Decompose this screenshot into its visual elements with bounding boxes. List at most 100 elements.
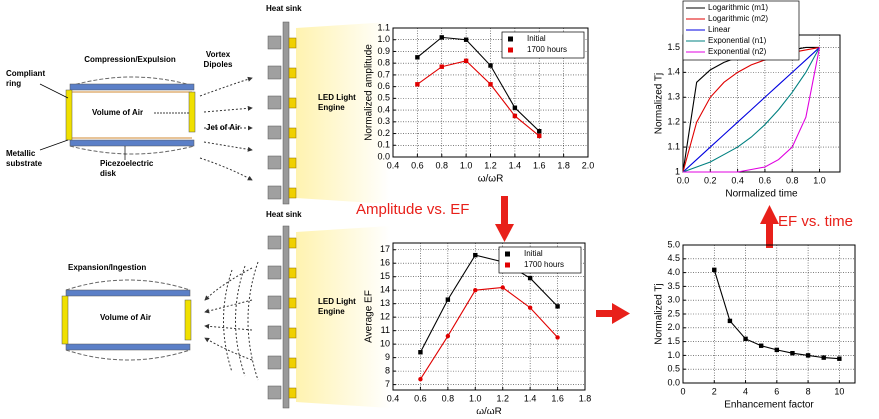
x-tick-label: 0.8 — [435, 160, 448, 170]
diagram-label: Compression/Expulsion — [84, 55, 176, 64]
y-axis-label: Normalized Tj — [654, 283, 665, 345]
diagram-label: Vortex — [206, 50, 231, 59]
legend-label: Initial — [524, 249, 543, 258]
y-tick-label: 0.2 — [377, 128, 390, 138]
legend-label: Logarithmic (m1) — [708, 3, 768, 12]
point — [473, 252, 478, 258]
diagram-label: disk — [100, 169, 117, 178]
diagram-label: Dipoles — [204, 60, 233, 69]
y-tick-label: 1.0 — [667, 350, 680, 360]
y-tick-label: 0.0 — [667, 377, 680, 387]
y-tick-label: 11 — [381, 325, 390, 335]
point — [445, 333, 451, 339]
x-tick-label: 0.4 — [387, 160, 400, 170]
x-tick-label: 1.6 — [551, 393, 564, 403]
x-tick-label: 10 — [834, 386, 844, 396]
diagram-label: Volume of Air — [100, 313, 151, 322]
diagram-label: Volume of Air — [92, 108, 143, 117]
legend-label: 1700 hours — [524, 260, 564, 269]
point — [774, 347, 780, 353]
annotation: EF vs. time — [778, 213, 853, 230]
point — [712, 267, 717, 273]
x-tick-label: 0.6 — [759, 175, 772, 185]
series-line — [683, 47, 821, 173]
y-tick-label: 12 — [380, 312, 390, 322]
y-tick-label: 0.5 — [377, 93, 390, 103]
point — [758, 343, 764, 348]
diagram-label: Metallic — [6, 149, 36, 158]
point — [805, 353, 811, 358]
point — [727, 318, 733, 324]
diagram-label: ring — [6, 79, 21, 88]
y-tick-label: 1.5 — [667, 336, 680, 346]
x-tick-label: 1.0 — [460, 160, 473, 170]
x-tick-label: 1.0 — [469, 393, 482, 403]
y-tick-label: 16 — [380, 258, 390, 268]
point — [463, 37, 469, 42]
x-tick-label: 1.8 — [557, 160, 570, 170]
series-line — [419, 254, 558, 353]
y-tick-label: 0.9 — [377, 46, 390, 56]
y-tick-label: 1.0 — [377, 34, 390, 44]
y-tick-label: 3.5 — [667, 281, 680, 291]
point — [821, 355, 826, 360]
diagram-label: Engine — [318, 103, 345, 112]
y-tick-label: 4.0 — [667, 267, 680, 277]
device-bottom — [61, 261, 259, 381]
y-tick-label: 14 — [380, 285, 390, 295]
y-tick-label: 2.5 — [667, 308, 680, 318]
point — [415, 82, 420, 87]
y-tick-label: 1.5 — [667, 42, 680, 52]
y-tick-label: 0.6 — [377, 81, 390, 91]
x-tick-label: 0.4 — [387, 393, 400, 403]
x-tick-label: 1.6 — [533, 160, 546, 170]
series-line — [419, 286, 558, 380]
y-tick-label: 1.4 — [667, 67, 680, 77]
legend-marker — [505, 262, 510, 268]
series-line — [417, 60, 540, 137]
y-tick-label: 17 — [380, 244, 390, 254]
legend-label: Exponential (n1) — [708, 36, 767, 45]
y-tick-label: 1.1 — [377, 22, 390, 32]
y-axis-label: Normalized Tj — [654, 73, 665, 135]
x-axis-label: ω/ωR — [476, 407, 502, 414]
x-tick-label: 2.0 — [582, 160, 595, 170]
y-axis-label: Average EF — [364, 290, 375, 343]
point — [439, 35, 444, 40]
y-tick-label: 0.4 — [377, 104, 390, 114]
y-tick-label: 15 — [380, 271, 390, 281]
flow-arrows — [495, 196, 779, 324]
y-tick-label: 9 — [385, 352, 390, 362]
y-axis-label: Normalized amplitude — [364, 44, 375, 141]
annotation: Amplitude vs. EF — [356, 201, 469, 218]
diagram-label: LED Light — [318, 297, 356, 306]
point — [418, 377, 423, 382]
y-tick-label: 0.5 — [667, 364, 680, 374]
x-tick-label: 2 — [712, 386, 717, 396]
heat-sink-bottom — [267, 225, 390, 409]
y-tick-label: 0.1 — [377, 140, 390, 150]
point — [790, 350, 795, 356]
x-tick-label: 0 — [680, 386, 685, 396]
x-tick-label: 0.6 — [414, 393, 427, 403]
x-tick-label: 0.2 — [704, 175, 717, 185]
x-tick-label: 1.4 — [509, 160, 522, 170]
point — [837, 356, 842, 361]
y-tick-label: 3.0 — [667, 295, 680, 305]
series-line — [682, 47, 821, 173]
point — [537, 129, 542, 134]
point — [439, 64, 444, 69]
y-tick-label: 0.7 — [377, 69, 390, 79]
device-top — [39, 76, 253, 181]
y-tick-label: 1.1 — [667, 141, 680, 151]
plot-frame — [392, 27, 589, 158]
heat-sink-top — [267, 21, 390, 205]
point — [527, 305, 533, 310]
legend-box — [501, 31, 585, 59]
y-tick-label: 0.8 — [377, 58, 390, 68]
x-tick-label: 0.8 — [442, 393, 455, 403]
x-axis-label: Normalized time — [725, 189, 798, 200]
x-tick-label: 0.4 — [731, 175, 744, 185]
series-line — [417, 36, 540, 132]
